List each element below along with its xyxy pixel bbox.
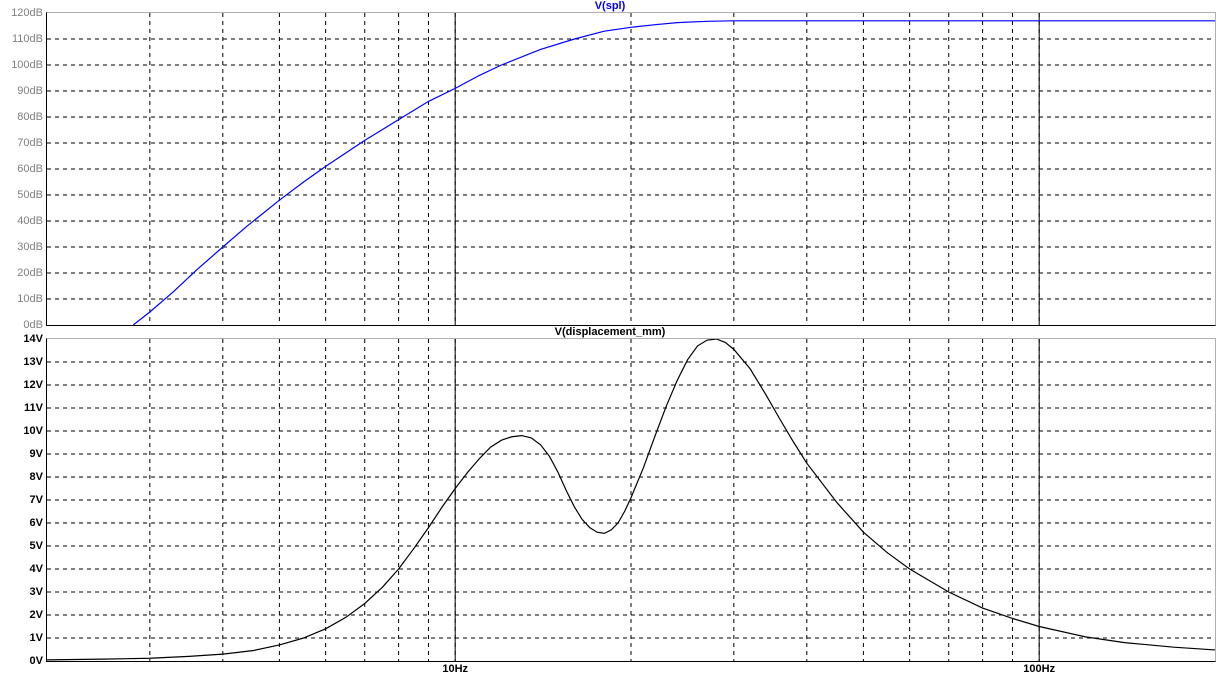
- bottom-chart-title: V(displacement_mm): [555, 326, 666, 338]
- y-tick-label: 4V: [30, 563, 43, 575]
- bottom-chart-svg: [47, 339, 1215, 661]
- x-tick-label: 100Hz: [1023, 663, 1055, 675]
- y-tick-label: 80dB: [17, 111, 43, 123]
- y-tick-label: 100dB: [11, 59, 43, 71]
- y-tick-label: 90dB: [17, 85, 43, 97]
- y-tick-label: 2V: [30, 609, 43, 621]
- top-chart-plot-area: 0dB10dB20dB30dB40dB50dB60dB70dB80dB90dB1…: [46, 12, 1216, 326]
- y-tick-label: 70dB: [17, 137, 43, 149]
- y-tick-label: 120dB: [11, 7, 43, 19]
- y-tick-label: 110dB: [12, 33, 43, 45]
- y-tick-label: 9V: [30, 448, 43, 460]
- y-tick-label: 40dB: [17, 215, 43, 227]
- y-tick-label: 60dB: [17, 163, 43, 175]
- y-tick-label: 7V: [30, 494, 43, 506]
- chart-container: V(spl) 0dB10dB20dB30dB40dB50dB60dB70dB80…: [0, 0, 1220, 681]
- y-tick-label: 10V: [23, 425, 43, 437]
- y-tick-label: 8V: [30, 471, 43, 483]
- y-tick-label: 30dB: [17, 241, 43, 253]
- y-tick-label: 20dB: [17, 267, 43, 279]
- y-tick-label: 14V: [23, 333, 43, 345]
- y-tick-label: 1V: [30, 632, 43, 644]
- y-tick-label: 6V: [30, 517, 43, 529]
- y-tick-label: 13V: [23, 356, 43, 368]
- y-tick-label: 12V: [23, 379, 43, 391]
- y-tick-label: 0V: [30, 655, 43, 667]
- top-chart-svg: [47, 13, 1215, 325]
- y-tick-label: 3V: [30, 586, 43, 598]
- bottom-chart-plot-area: 0V1V2V3V4V5V6V7V8V9V10V11V12V13V14V10Hz1…: [46, 338, 1216, 662]
- top-chart-title: V(spl): [595, 0, 626, 12]
- y-tick-label: 11V: [24, 402, 43, 414]
- y-tick-label: 10dB: [17, 293, 43, 305]
- y-tick-label: 50dB: [17, 189, 43, 201]
- x-tick-label: 10Hz: [442, 663, 468, 675]
- y-tick-label: 5V: [30, 540, 43, 552]
- y-tick-label: 0dB: [23, 319, 43, 331]
- series-line: [133, 21, 1215, 325]
